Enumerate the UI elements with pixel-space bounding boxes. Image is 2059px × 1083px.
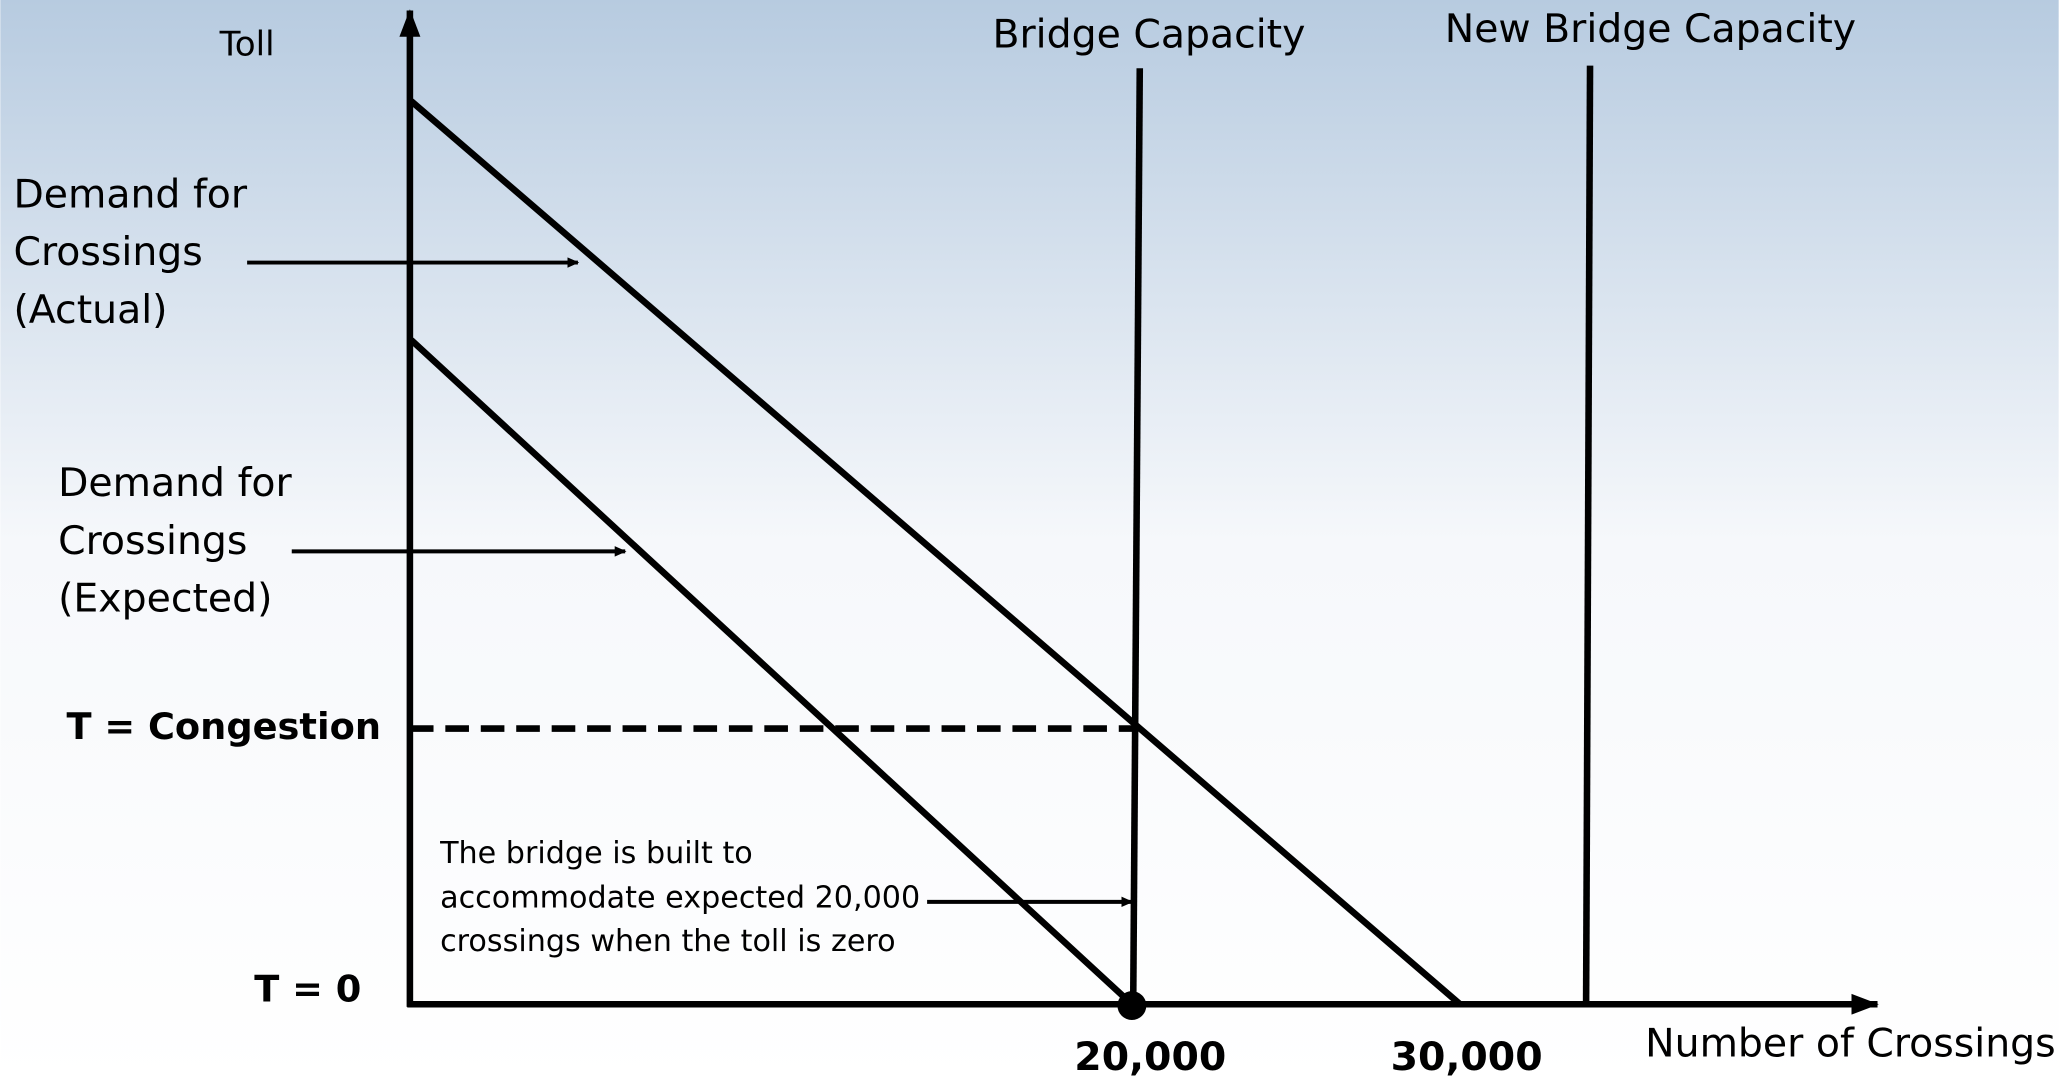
demand-label: Demand for: [13, 171, 247, 217]
note: The bridge is built to: [439, 836, 753, 871]
line-label: Bridge Capacity: [992, 11, 1305, 57]
line-label: New Bridge Capacity: [1445, 6, 1856, 52]
toll-label: T = Congestion: [66, 705, 381, 748]
point: [1117, 991, 1147, 1020]
toll-label: T = 0: [254, 968, 361, 1011]
demand-label: Demand for: [58, 460, 292, 506]
bridge-capacity-line: [1129, 68, 1144, 1005]
y-axis-label: Toll: [219, 24, 275, 64]
x-tick-label: 20,000: [1074, 1034, 1226, 1080]
x-tick-label: 30,000: [1391, 1034, 1543, 1080]
x-axis-label: Number of Crossings: [1645, 1021, 2055, 1067]
demand-label: Crossings: [58, 518, 247, 564]
note: accommodate expected 20,000: [440, 881, 920, 916]
new-bridge-capacity-line: [1582, 65, 1594, 1005]
demand-actual-line: [409, 98, 1463, 1007]
demand-label: (Actual): [13, 287, 167, 333]
demand-label: (Expected): [58, 576, 272, 622]
demand-label: Crossings: [13, 229, 202, 275]
note: crossings when the toll is zero: [440, 924, 896, 959]
demand-expected-line: [408, 337, 1135, 1007]
